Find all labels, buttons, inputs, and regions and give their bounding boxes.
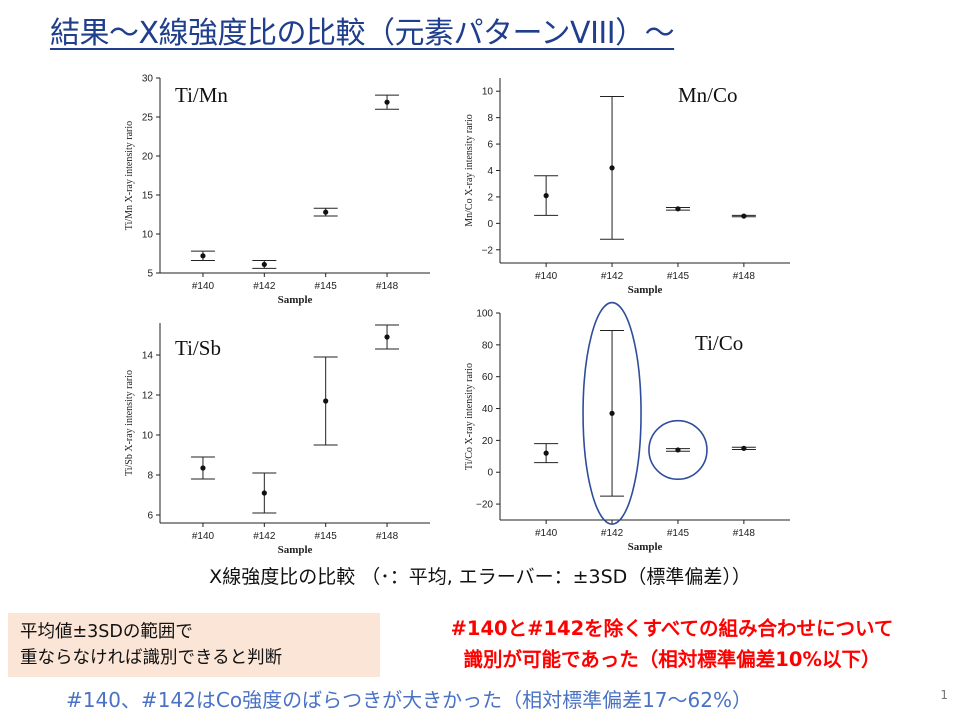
chart-3-xtick-label: #142 <box>253 531 276 542</box>
chart-ti-co-panel-label: Ti/Co <box>695 331 743 355</box>
chart-2-ytick-label: −2 <box>482 245 494 256</box>
chart-ti-mn-panel-label: Ti/Mn <box>175 83 228 107</box>
criteria-note-line-1: 平均値±3SDの範囲で <box>20 622 193 642</box>
result-highlight-line-2: 識別が可能であった（相対標準偏差10%以下） <box>463 648 881 671</box>
chart-3-xtick-label: #148 <box>376 531 399 542</box>
chart-4-mean-point <box>741 445 747 451</box>
chart-4-ytick-label: 100 <box>476 309 493 320</box>
chart-4-xtick-label: #140 <box>535 528 558 539</box>
criteria-note-box: 平均値±3SDの範囲で 重ならなければ識別できると判断 <box>8 613 380 677</box>
chart-ti-mn-ylabel: Ti/Mn X-ray intensity rario <box>124 121 135 230</box>
page-number: 1 <box>940 688 948 702</box>
slide-title: 結果～X線強度比の比較（元素パターンVIII）～ <box>50 16 675 51</box>
chart-4-ytick-label: 80 <box>482 340 494 351</box>
chart-2-ytick-label: 4 <box>487 166 493 177</box>
chart-4-mean-point <box>675 447 681 453</box>
chart-1-ytick-label: 30 <box>142 74 154 85</box>
chart-1-ytick-label: 5 <box>147 269 153 280</box>
chart-1-mean-point <box>261 261 267 268</box>
chart-1-mean-point <box>200 253 206 259</box>
chart-3-ytick-label: 14 <box>142 351 154 362</box>
chart-2-xtick-label: #142 <box>601 271 624 282</box>
chart-3-ytick-label: 6 <box>147 511 153 522</box>
chart-2-ytick-label: 0 <box>487 219 493 230</box>
chart-mn-co-panel-label: Mn/Co <box>678 83 738 107</box>
chart-2-mean-point <box>741 213 747 219</box>
chart-ti-mn: 5 10 15 20 25 30 #140 #142 #145 #148 Ti/Mn Sample… <box>124 74 430 306</box>
chart-1-mean-point <box>323 209 329 215</box>
chart-1-mean-point <box>384 99 390 105</box>
chart-2-ytick-label: 6 <box>487 140 493 151</box>
chart-1-ytick-label: 25 <box>142 113 154 124</box>
chart-4-xtick-label: #145 <box>667 528 690 539</box>
result-highlight-note: #140と#142を除くすべての組み合わせについて 識別が可能であった（相対標準… <box>392 613 952 675</box>
chart-mn-co-xlabel: Sample <box>628 284 663 296</box>
chart-4-mean-point <box>543 450 549 456</box>
chart-2-mean-point <box>543 193 549 199</box>
chart-4-xtick-label: #148 <box>733 528 756 539</box>
chart-1-ytick-label: 15 <box>142 191 154 202</box>
chart-1-xtick-label: #142 <box>253 281 276 292</box>
chart-4-mean-point <box>609 410 615 416</box>
chart-2-mean-point <box>675 206 681 212</box>
chart-4-ytick-label: 0 <box>487 468 493 479</box>
chart-3-ytick-label: 10 <box>142 431 154 442</box>
chart-4-ytick-label: −20 <box>476 500 493 511</box>
chart-ti-sb: 6 8 10 12 14 #140 #142 #145 #148 Ti/Sb Sample Ti… <box>124 323 430 556</box>
chart-1-xtick-label: #140 <box>192 281 215 292</box>
chart-2-mean-point <box>609 165 615 171</box>
chart-1-ytick-label: 10 <box>142 230 154 241</box>
chart-3-ytick-label: 8 <box>147 471 153 482</box>
result-highlight-line-1: #140と#142を除くすべての組み合わせについて <box>450 617 894 640</box>
chart-4-xtick-label: #142 <box>601 528 624 539</box>
chart-2-ytick-label: 10 <box>482 87 494 98</box>
chart-2-xtick-label: #145 <box>667 271 690 282</box>
chart-3-xtick-label: #145 <box>315 531 338 542</box>
chart-4-highlight-ellipse <box>648 419 708 481</box>
chart-2-xtick-label: #148 <box>733 271 756 282</box>
chart-1-ytick-label: 20 <box>142 152 154 163</box>
chart-ti-sb-xlabel: Sample <box>278 544 313 556</box>
chart-ti-mn-xlabel: Sample <box>278 294 313 306</box>
chart-1-xtick-label: #145 <box>315 281 338 292</box>
chart-ti-sb-panel-label: Ti/Sb <box>175 336 221 360</box>
chart-3-mean-point <box>384 334 390 340</box>
chart-4-ytick-label: 20 <box>482 436 494 447</box>
chart-mn-co: −2 0 2 4 6 8 10 #140 #142 #145 #148 Mn/Co Sample M… <box>464 78 790 296</box>
chart-mn-co-ylabel: Mn/Co X-ray intensity rario <box>464 114 475 226</box>
chart-2-xtick-label: #140 <box>535 271 558 282</box>
chart-1-xtick-label: #148 <box>376 281 399 292</box>
chart-ti-sb-ylabel: Ti/Sb X-ray intensity rario <box>124 370 135 476</box>
chart-3-xtick-label: #140 <box>192 531 215 542</box>
chart-ti-co: −20 0 20 40 60 80 100 #140 #142 #145 #148 Ti/Co Sa… <box>464 301 790 553</box>
chart-2-ytick-label: 2 <box>487 192 493 203</box>
chart-3-mean-point <box>323 398 329 404</box>
chart-2-ytick-label: 8 <box>487 113 493 124</box>
chart-3-mean-point <box>200 465 206 471</box>
chart-ti-co-xlabel: Sample <box>628 541 663 553</box>
chart-4-ytick-label: 60 <box>482 372 494 383</box>
chart-ti-co-ylabel: Ti/Co X-ray intensity rario <box>464 363 475 470</box>
chart-4-highlight-ellipse <box>582 301 642 525</box>
chart-3-ytick-label: 12 <box>142 391 154 402</box>
figure-caption: X線強度比の比較 （･：平均, エラーバー：±3SD（標準偏差）） <box>209 566 751 588</box>
chart-3-mean-point <box>261 490 267 496</box>
footer-conclusion: #140、#142はCo強度のばらつきが大きかった（相対標準偏差17～62%） <box>66 688 752 712</box>
criteria-note-line-2: 重ならなければ識別できると判断 <box>20 648 283 668</box>
chart-4-ytick-label: 40 <box>482 404 494 415</box>
